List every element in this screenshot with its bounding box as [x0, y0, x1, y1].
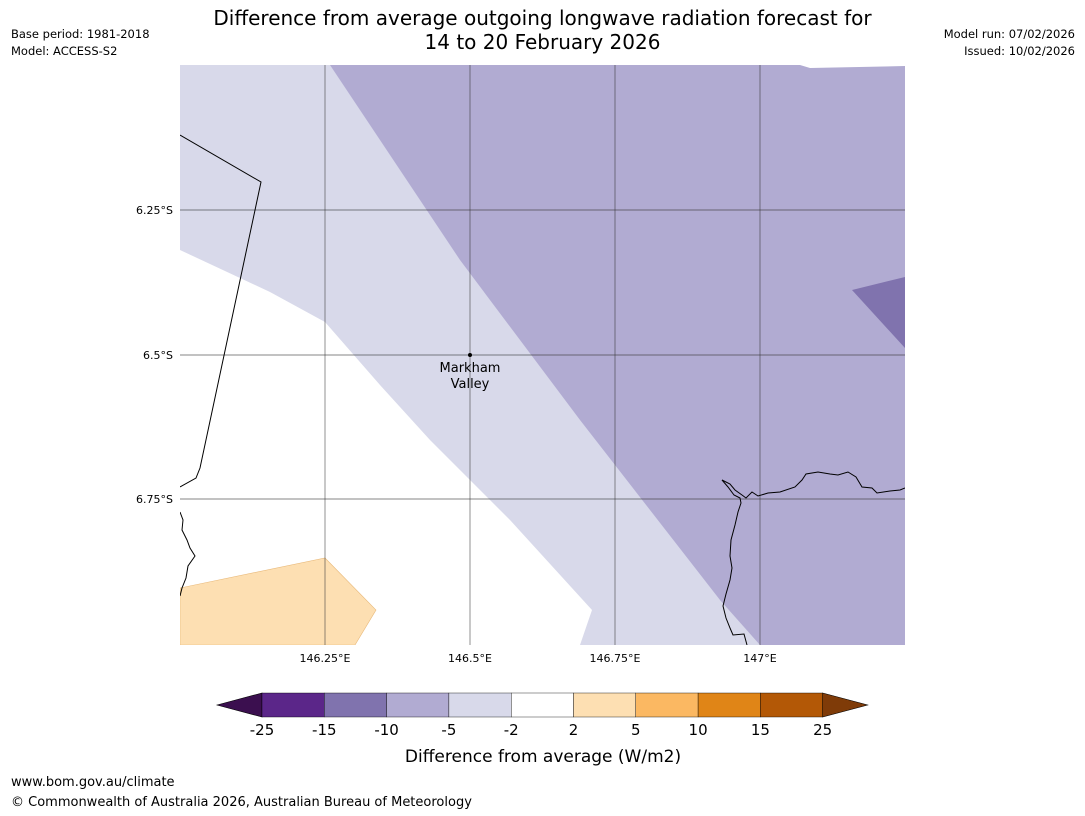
colorbar-segment: [635, 692, 699, 718]
axis-labels: 6.25°S 6.5°S 6.75°S 146.25°E 146.5°E 146…: [136, 204, 777, 665]
lat-label-1: 6.25°S: [136, 204, 173, 217]
place-label-line-2: Valley: [451, 377, 490, 392]
base-period-text: Base period: 1981-2018: [11, 27, 150, 41]
colorbar-segment: [760, 692, 823, 718]
footer-url: www.bom.gov.au/climate: [11, 775, 175, 790]
colorbar-segment: [261, 692, 325, 718]
colorbar-segment: [511, 692, 574, 718]
province-border: [180, 134, 262, 488]
coastline-west: [180, 511, 196, 597]
river-outline: [721, 479, 748, 645]
colorbar-tick-label: -25: [250, 721, 275, 739]
colorbar-segment: [448, 692, 512, 718]
colorbar-segments: [215, 692, 869, 718]
model-run-text: Model run: 07/02/2026: [943, 27, 1075, 41]
model-text: Model: ACCESS-S2: [11, 44, 118, 58]
lon-label-3: 146.75°E: [590, 652, 641, 665]
colorbar-tick-label: -2: [504, 721, 519, 739]
lon-label-2: 146.5°E: [448, 652, 492, 665]
neutral-sliver: [800, 65, 905, 68]
colorbar-segment: [324, 692, 387, 718]
colorbar-title: Difference from average (W/m2): [405, 747, 681, 767]
colorbar-segment: [573, 692, 636, 718]
map-title: Difference from average outgoing longwav…: [0, 6, 1085, 54]
colorbar-tick-label: 15: [751, 721, 770, 739]
colorbar-tick-label: -15: [312, 721, 337, 739]
lat-label-2: 6.5°S: [143, 349, 173, 362]
anomaly-region-strong-negative: [852, 277, 905, 348]
header-right-meta: Model run: 07/02/2026 Issued: 10/02/2026: [944, 26, 1075, 60]
colorbar-extend-high: [822, 692, 869, 718]
colorbar: -25 -15 -10 -5 -2 2 5 10 15 25 Difference from av…: [215, 692, 869, 767]
colorbar-tick-label: 2: [569, 721, 579, 739]
coastline-east: [721, 471, 905, 499]
gridlines: [180, 65, 905, 645]
title-line-2: 14 to 20 February 2026: [424, 30, 661, 54]
coastlines: [180, 134, 905, 645]
colorbar-segment: [697, 692, 761, 718]
colorbar-tick-label: 10: [689, 721, 708, 739]
colorbar-tick-label: -10: [374, 721, 399, 739]
colorbar-segment: [386, 692, 450, 718]
map-area: Markham Valley: [180, 65, 905, 645]
footer-copyright: © Commonwealth of Australia 2026, Austra…: [11, 795, 472, 810]
colorbar-extend-low: [215, 692, 263, 718]
header-left-meta: Base period: 1981-2018 Model: ACCESS-S2: [11, 26, 150, 60]
lon-label-1: 146.25°E: [300, 652, 351, 665]
lon-label-4: 147°E: [743, 652, 776, 665]
title-line-1: Difference from average outgoing longwav…: [213, 6, 872, 30]
anomaly-region-positive: [180, 557, 377, 645]
place-marker: [468, 353, 472, 357]
colorbar-tick-label: -5: [441, 721, 456, 739]
lat-label-3: 6.75°S: [136, 493, 173, 506]
colorbar-tick-label: 25: [813, 721, 832, 739]
colorbar-ticks: -25 -15 -10 -5 -2 2 5 10 15 25: [250, 721, 832, 739]
issued-text: Issued: 10/02/2026: [964, 44, 1075, 58]
colorbar-tick-label: 5: [631, 721, 641, 739]
place-label-line-1: Markham: [440, 361, 501, 376]
